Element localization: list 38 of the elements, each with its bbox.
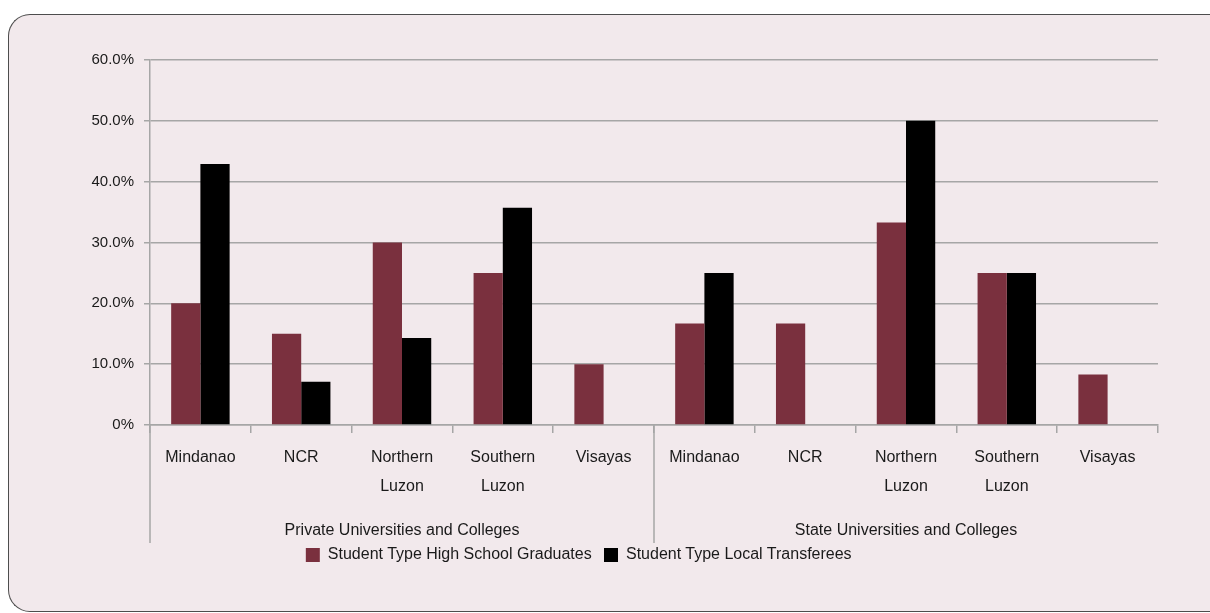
x-tick-label: Visayas bbox=[575, 447, 632, 465]
x-tick-label: Southern Luzon bbox=[470, 447, 536, 494]
bar bbox=[301, 381, 331, 425]
legend-label: Student Type High School Graduates bbox=[327, 545, 592, 563]
bar bbox=[675, 323, 705, 425]
x-tick-label: Visayas bbox=[1079, 447, 1136, 465]
y-tick-label: 0% bbox=[112, 415, 134, 433]
x-tick-label: Northern Luzon bbox=[874, 447, 938, 494]
y-tick-label: 20.0% bbox=[91, 293, 134, 311]
x-tick-label: Mindanao bbox=[165, 447, 236, 465]
bar bbox=[1078, 374, 1108, 425]
bar bbox=[502, 207, 533, 425]
bar bbox=[171, 303, 201, 425]
legend-label: Student Type Local Transferees bbox=[625, 545, 852, 563]
x-tick-label: NCR bbox=[787, 447, 823, 465]
text: Private Universities and Colleges bbox=[284, 521, 520, 539]
x-tick-label: Northern Luzon bbox=[370, 447, 434, 494]
text: State Universities and Colleges bbox=[794, 521, 1018, 539]
y-tick-label: 60.0% bbox=[91, 50, 134, 68]
x-tick-label: Southern Luzon bbox=[974, 447, 1040, 494]
bar bbox=[372, 242, 402, 425]
bar bbox=[574, 364, 604, 425]
bar bbox=[977, 272, 1007, 425]
bar bbox=[473, 272, 503, 425]
bar bbox=[200, 164, 230, 425]
bar bbox=[402, 338, 432, 425]
bar bbox=[271, 333, 302, 425]
x-tick-label: Mindanao bbox=[669, 447, 740, 465]
y-tick-label: 40.0% bbox=[91, 171, 134, 189]
y-tick-label: 30.0% bbox=[91, 232, 134, 250]
y-tick-label: 10.0% bbox=[91, 354, 134, 372]
x-tick-label: NCR bbox=[283, 447, 319, 465]
y-tick-label: 50.0% bbox=[91, 110, 134, 128]
bar bbox=[876, 222, 906, 425]
bar bbox=[1006, 272, 1037, 425]
bar bbox=[775, 323, 806, 425]
bar bbox=[704, 272, 734, 425]
bar bbox=[906, 120, 936, 425]
